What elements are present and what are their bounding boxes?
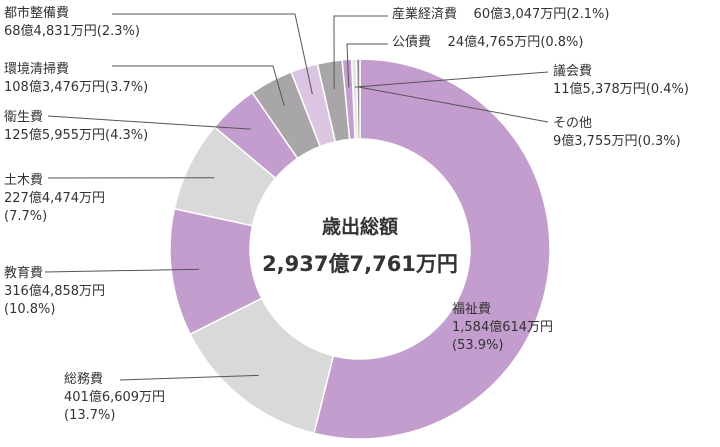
- slice-welfare: [312, 58, 551, 440]
- label-industrial-economy: 産業経済費 60億3,047万円(2.1%): [392, 6, 609, 24]
- label-welfare-name: 福祉費: [452, 302, 492, 317]
- label-welfare: 福祉費 1,584億614万円 (53.9%): [452, 301, 553, 355]
- label-industrial-economy-name: 産業経済費: [392, 7, 458, 22]
- label-other: その他 9億3,755万円(0.3%): [553, 115, 681, 151]
- leader-public-debt: [346, 43, 388, 88]
- label-hygiene: 衛生費 125億5,955万円(4.3%): [4, 109, 148, 145]
- label-civil-engineering-percent: (7.7%): [4, 209, 48, 224]
- center-total: 2,937億7,761万円: [262, 252, 458, 276]
- label-assembly: 議会費 11億5,378万円(0.4%): [553, 63, 689, 99]
- slice-other: [355, 58, 361, 140]
- label-education-amount: 316億4,858万円: [4, 284, 106, 299]
- label-assembly-percent: (0.4%): [645, 82, 689, 97]
- leader-hygiene: [47, 115, 252, 130]
- label-industrial-economy-percent: (2.1%): [566, 7, 610, 22]
- label-general-affairs-name: 総務費: [64, 372, 104, 387]
- label-environment-cleaning-value: 108億3,476万円(3.7%): [4, 79, 148, 97]
- label-general-affairs-amount: 401億6,609万円: [64, 390, 166, 405]
- label-education: 教育費 316億4,858万円 (10.8%): [4, 265, 105, 319]
- label-civil-engineering: 土木費 227億4,474万円 (7.7%): [4, 172, 105, 226]
- label-civil-engineering-amount: 227億4,474万円: [4, 191, 106, 206]
- label-other-name: その他: [553, 116, 593, 131]
- leader-urban-development: [112, 13, 313, 95]
- label-hygiene-value: 125億5,955万円(4.3%): [4, 127, 148, 145]
- label-other-value: 9億3,755万円(0.3%): [553, 133, 681, 151]
- label-industrial-economy-amount: 60億3,047万円: [473, 7, 567, 22]
- label-environment-cleaning: 環境清掃費 108億3,476万円(3.7%): [4, 61, 148, 97]
- label-public-debt-percent: (0.8%): [540, 35, 584, 50]
- label-assembly-amount: 11億5,378万円: [553, 82, 646, 97]
- leader-environment-cleaning: [112, 65, 285, 106]
- label-welfare-amount: 1,584億614万円: [452, 320, 554, 335]
- leader-other: [358, 86, 549, 123]
- label-urban-development-name: 都市整備費: [4, 6, 70, 21]
- leader-general-affairs: [119, 374, 259, 381]
- label-general-affairs-percent: (13.7%): [64, 408, 116, 423]
- label-public-debt-name: 公債費: [392, 35, 432, 50]
- label-assembly-value: 11億5,378万円(0.4%): [553, 81, 689, 99]
- leader-assembly: [354, 71, 549, 88]
- label-general-affairs: 総務費 401億6,609万円 (13.7%): [64, 371, 165, 425]
- label-other-percent: (0.3%): [637, 134, 681, 149]
- label-urban-development: 都市整備費 68億4,831万円(2.3%): [4, 5, 140, 41]
- label-environment-cleaning-amount: 108億3,476万円: [4, 80, 106, 95]
- label-welfare-percent: (53.9%): [452, 338, 504, 353]
- label-environment-cleaning-name: 環境清掃費: [4, 62, 70, 77]
- label-public-debt: 公債費 24億4,765万円(0.8%): [392, 34, 583, 52]
- label-hygiene-name: 衛生費: [4, 110, 44, 125]
- label-environment-cleaning-percent: (3.7%): [105, 80, 149, 95]
- label-urban-development-value: 68億4,831万円(2.3%): [4, 23, 140, 41]
- label-education-name: 教育費: [4, 266, 44, 281]
- leader-education: [44, 268, 200, 273]
- label-urban-development-percent: (2.3%): [96, 24, 140, 39]
- label-urban-development-amount: 68億4,831万円: [4, 24, 97, 39]
- label-hygiene-percent: (4.3%): [105, 128, 149, 143]
- label-other-amount: 9億3,755万円: [553, 134, 638, 149]
- label-public-debt-amount: 24億4,765万円: [447, 35, 541, 50]
- label-hygiene-amount: 125億5,955万円: [4, 128, 106, 143]
- label-education-percent: (10.8%): [4, 302, 56, 317]
- leader-industrial-economy: [333, 15, 388, 90]
- label-civil-engineering-name: 土木費: [4, 173, 44, 188]
- label-assembly-name: 議会費: [553, 64, 593, 79]
- center-title: 歳出総額: [321, 216, 398, 238]
